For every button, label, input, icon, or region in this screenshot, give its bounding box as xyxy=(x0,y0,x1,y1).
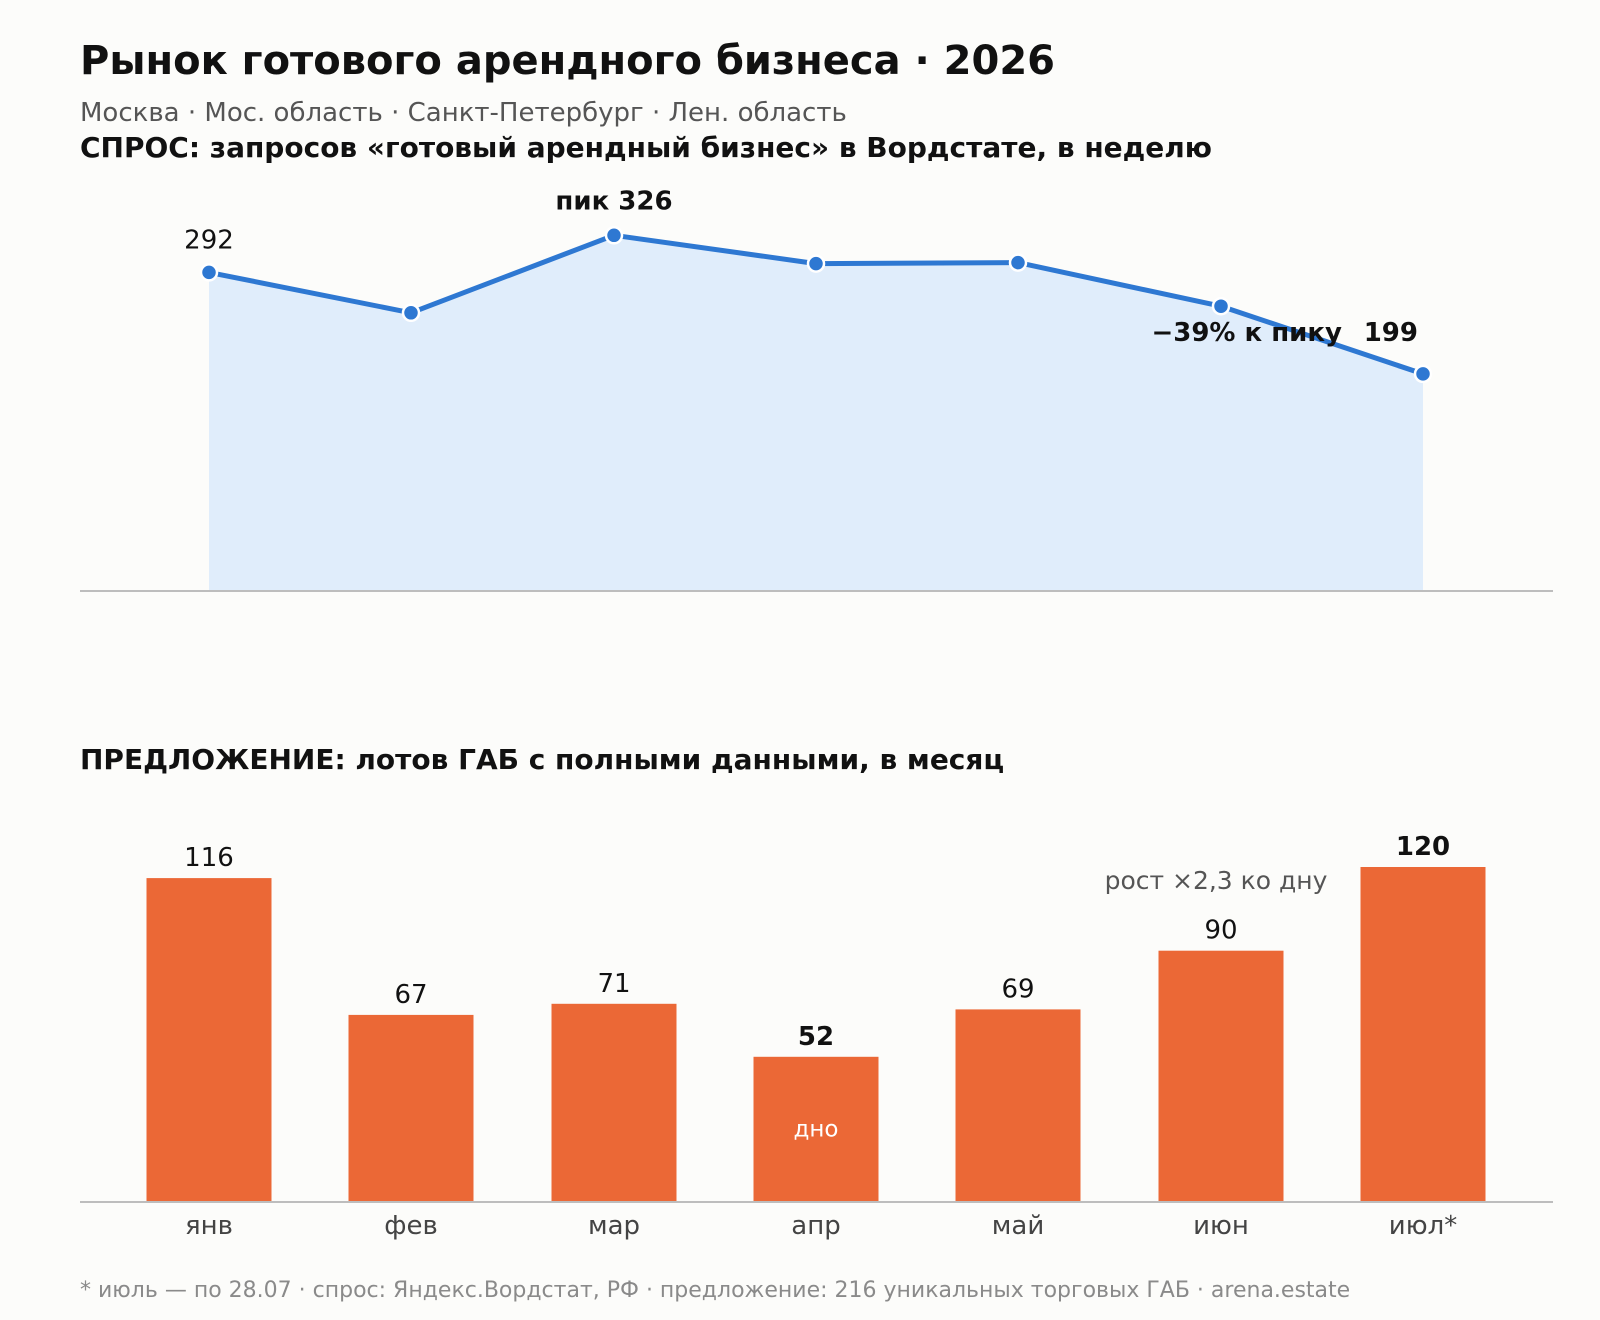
chart-subtitle: Москва · Мос. область · Санкт-Петербург … xyxy=(80,98,847,128)
demand-point xyxy=(1211,296,1231,316)
supply-annotation: рост ×2,3 ко дну xyxy=(1105,866,1328,895)
demand-value-label: 292 xyxy=(184,225,234,255)
supply-bar-chart: 116 янв 67 фев 71 мар 52 апр 69 май 90 июн 120 июл* дн… xyxy=(80,832,1553,1241)
demand-area-fill xyxy=(209,235,1423,592)
demand-point xyxy=(1413,364,1433,384)
supply-value-label: 116 xyxy=(184,843,234,873)
supply-bar xyxy=(551,1003,677,1202)
supply-value-label: 120 xyxy=(1396,832,1450,862)
supply-bar xyxy=(955,1009,1081,1202)
supply-bar xyxy=(146,878,272,1202)
supply-bar xyxy=(753,1056,879,1202)
demand-value-label: 199 xyxy=(1364,318,1418,348)
month-tick-label: апр xyxy=(791,1211,840,1241)
demand-point xyxy=(604,226,624,245)
demand-point xyxy=(1008,253,1028,272)
supply-value-label: 69 xyxy=(1001,974,1034,1004)
demand-annotation: пик 326 xyxy=(555,186,672,216)
month-tick-label: июл* xyxy=(1389,1211,1457,1241)
supply-value-label: 71 xyxy=(597,969,630,999)
supply-bar xyxy=(348,1014,474,1202)
month-tick-label: май xyxy=(992,1211,1044,1241)
supply-bar xyxy=(1158,950,1284,1202)
month-tick-label: июн xyxy=(1193,1211,1249,1241)
month-tick-label: фев xyxy=(384,1211,438,1241)
demand-point xyxy=(806,254,826,273)
demand-annotation: −39% к пику xyxy=(1151,318,1342,348)
supply-bar xyxy=(1360,867,1486,1202)
in-bar-label: дно xyxy=(793,1116,838,1142)
month-tick-label: мар xyxy=(588,1211,640,1241)
demand-section-title: СПРОС: запросов «готовый арендный бизнес… xyxy=(80,131,1212,164)
supply-value-label: 52 xyxy=(798,1022,834,1052)
demand-point xyxy=(199,263,219,282)
month-tick-label: янв xyxy=(185,1211,233,1241)
chart-title: Рынок готового арендного бизнеса · 2026 xyxy=(80,38,1055,84)
supply-value-label: 90 xyxy=(1204,916,1237,946)
demand-area-chart: 292 199 пик 326 −39% к пику xyxy=(80,186,1553,592)
demand-point xyxy=(401,303,421,323)
supply-section-title: ПРЕДЛОЖЕНИЕ: лотов ГАБ с полными данными… xyxy=(80,743,1004,776)
supply-value-label: 67 xyxy=(394,980,427,1010)
source-footnote: * июль — по 28.07 · спрос: Яндекс.Вордст… xyxy=(80,1278,1351,1303)
